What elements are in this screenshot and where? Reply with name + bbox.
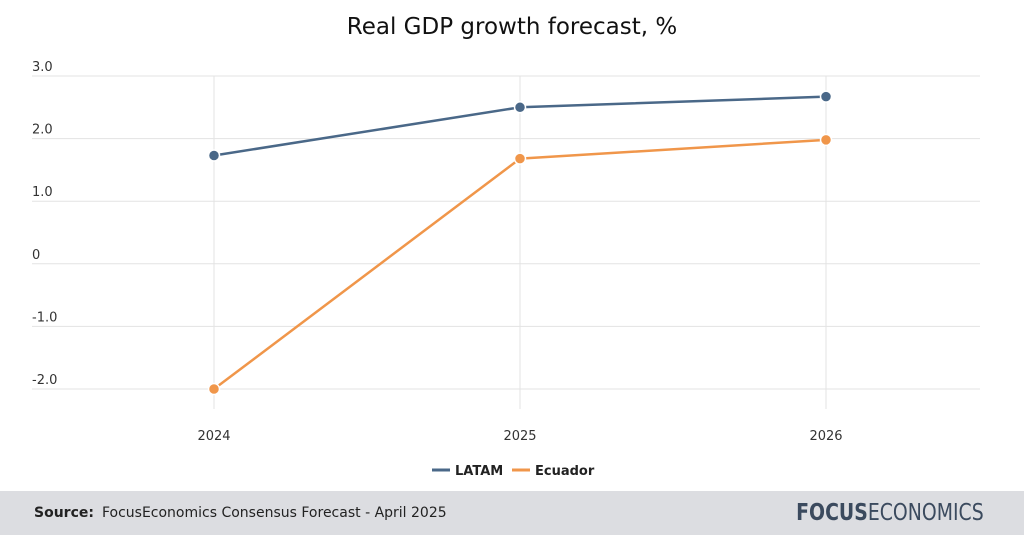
- data-point: [819, 133, 833, 147]
- y-tick-label: -2.0: [32, 373, 57, 388]
- source-text: FocusEconomics Consensus Forecast - Apri…: [101, 505, 447, 521]
- y-tick-label: 3.0: [32, 60, 53, 75]
- footer: Source: FocusEconomics Consensus Forecast…: [0, 491, 1024, 535]
- chart-title: Real GDP growth forecast, %: [346, 14, 678, 40]
- data-point: [207, 382, 221, 396]
- x-tick-label: 2025: [503, 429, 536, 444]
- legend-label: Ecuador: [535, 464, 595, 479]
- data-point: [819, 90, 833, 103]
- logo-focus: FOCUS: [796, 500, 869, 526]
- logo-economics: ECONOMICS: [868, 500, 984, 526]
- y-tick-label: 1.0: [32, 185, 53, 200]
- source-note: Source: FocusEconomics Consensus Forecast…: [34, 505, 447, 521]
- focuseconomics-logo: FOCUSECONOMICS: [796, 500, 984, 526]
- x-tick-label: 2024: [197, 429, 230, 444]
- legend-label: LATAM: [455, 464, 503, 479]
- data-point: [513, 101, 527, 114]
- line-chart: 3.0 2.0 1.0 0 -1.0 -2.0 2024 2025 2026 LATAM Ecuad…: [32, 60, 980, 479]
- source-label: Source:: [34, 505, 94, 521]
- data-point: [207, 149, 221, 162]
- y-tick-label: -1.0: [32, 310, 57, 325]
- y-tick-label: 2.0: [32, 123, 53, 138]
- x-tick-label: 2026: [809, 429, 842, 444]
- y-tick-label: 0: [32, 248, 40, 263]
- data-point: [513, 152, 527, 165]
